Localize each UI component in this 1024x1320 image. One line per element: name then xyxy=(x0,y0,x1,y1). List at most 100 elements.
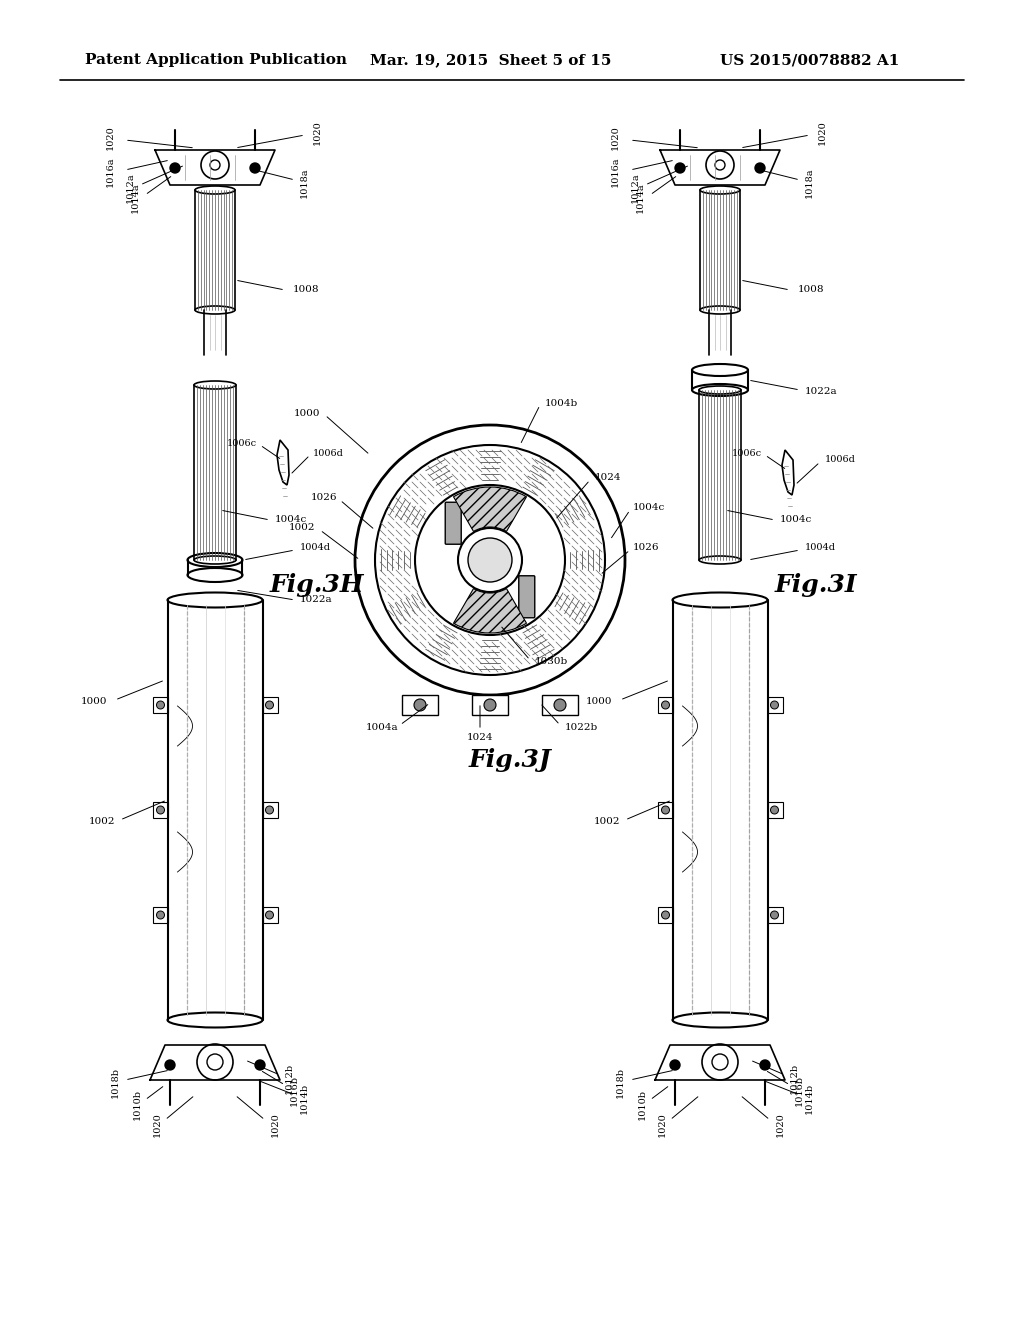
Circle shape xyxy=(265,701,273,709)
Circle shape xyxy=(157,701,165,709)
Text: 1020: 1020 xyxy=(818,120,827,145)
Circle shape xyxy=(484,700,496,711)
Text: 1020: 1020 xyxy=(106,125,115,150)
Text: 1008: 1008 xyxy=(798,285,824,294)
Circle shape xyxy=(770,807,778,814)
Bar xyxy=(768,803,782,818)
Text: 1022a: 1022a xyxy=(300,595,333,605)
Text: 1020: 1020 xyxy=(313,120,322,145)
Circle shape xyxy=(458,528,522,591)
Bar xyxy=(153,907,168,923)
Bar xyxy=(472,696,508,715)
Bar xyxy=(657,697,673,713)
Text: 1004c: 1004c xyxy=(780,516,812,524)
Text: 1022a: 1022a xyxy=(805,388,838,396)
Text: 1024: 1024 xyxy=(595,474,622,483)
Circle shape xyxy=(662,701,670,709)
Text: 1020: 1020 xyxy=(611,125,620,150)
Circle shape xyxy=(468,539,512,582)
Circle shape xyxy=(760,1060,770,1071)
Text: 1018b: 1018b xyxy=(111,1068,120,1098)
Text: 1016a: 1016a xyxy=(611,157,620,187)
Text: 1014b: 1014b xyxy=(805,1082,814,1114)
Text: 1020: 1020 xyxy=(776,1113,785,1138)
Circle shape xyxy=(755,162,765,173)
Text: 1006c: 1006c xyxy=(732,449,762,458)
Wedge shape xyxy=(454,589,526,634)
Text: 1004a: 1004a xyxy=(366,722,398,731)
Circle shape xyxy=(670,1060,680,1071)
Text: 1004c: 1004c xyxy=(275,516,307,524)
Text: 1000: 1000 xyxy=(81,697,106,706)
Text: 1002: 1002 xyxy=(594,817,620,826)
Bar xyxy=(768,907,782,923)
Circle shape xyxy=(662,911,670,919)
Text: Fig.3I: Fig.3I xyxy=(775,573,858,597)
Text: 1018b: 1018b xyxy=(616,1068,625,1098)
Text: 1020: 1020 xyxy=(271,1113,280,1138)
Circle shape xyxy=(250,162,260,173)
Bar xyxy=(153,803,168,818)
Text: 1010b: 1010b xyxy=(638,1089,647,1121)
Text: 1012b: 1012b xyxy=(285,1063,294,1093)
Text: 1024: 1024 xyxy=(467,733,494,742)
Circle shape xyxy=(414,700,426,711)
Text: 1018a: 1018a xyxy=(805,168,814,198)
Text: 1000: 1000 xyxy=(294,408,319,417)
Wedge shape xyxy=(454,487,526,532)
Text: 1016b: 1016b xyxy=(290,1074,299,1106)
Bar xyxy=(542,696,578,715)
Text: US 2015/0078882 A1: US 2015/0078882 A1 xyxy=(720,53,899,67)
FancyBboxPatch shape xyxy=(519,576,535,618)
Text: 1008: 1008 xyxy=(293,285,319,294)
Text: 1026: 1026 xyxy=(633,544,659,553)
Text: 1014b: 1014b xyxy=(300,1082,309,1114)
Text: 1030b: 1030b xyxy=(535,657,568,667)
Text: 1010b: 1010b xyxy=(133,1089,142,1121)
Text: 1014a: 1014a xyxy=(131,182,140,214)
Text: Patent Application Publication: Patent Application Publication xyxy=(85,53,347,67)
FancyBboxPatch shape xyxy=(445,502,461,544)
Circle shape xyxy=(770,701,778,709)
Text: 1002: 1002 xyxy=(88,817,115,826)
Bar xyxy=(153,697,168,713)
Circle shape xyxy=(265,911,273,919)
Circle shape xyxy=(675,162,685,173)
Text: 1004c: 1004c xyxy=(633,503,666,512)
Text: 1016b: 1016b xyxy=(795,1074,804,1106)
Bar xyxy=(657,803,673,818)
Bar xyxy=(768,697,782,713)
Text: 1012a: 1012a xyxy=(126,173,135,203)
Circle shape xyxy=(255,1060,265,1071)
Text: Fig.3J: Fig.3J xyxy=(469,748,551,772)
Bar xyxy=(262,697,278,713)
Circle shape xyxy=(662,807,670,814)
Text: 1006c: 1006c xyxy=(227,438,257,447)
Text: 1002: 1002 xyxy=(289,524,315,532)
Text: 1016a: 1016a xyxy=(106,157,115,187)
Bar xyxy=(262,907,278,923)
Circle shape xyxy=(265,807,273,814)
Text: 1004d: 1004d xyxy=(300,544,331,553)
Circle shape xyxy=(415,484,565,635)
Text: 1006d: 1006d xyxy=(825,455,856,465)
Text: 1020: 1020 xyxy=(658,1113,667,1138)
Circle shape xyxy=(554,700,566,711)
Bar xyxy=(402,696,438,715)
Text: 1020: 1020 xyxy=(153,1113,162,1138)
Text: Fig.3H: Fig.3H xyxy=(270,573,365,597)
Text: 1026: 1026 xyxy=(310,494,337,503)
Text: 1006d: 1006d xyxy=(313,449,344,458)
Text: 1014a: 1014a xyxy=(636,182,645,214)
Text: 1012a: 1012a xyxy=(631,173,640,203)
Text: 1022b: 1022b xyxy=(565,722,598,731)
Text: 1004d: 1004d xyxy=(805,544,836,553)
Text: 1000: 1000 xyxy=(586,697,612,706)
Circle shape xyxy=(165,1060,175,1071)
Circle shape xyxy=(170,162,180,173)
Circle shape xyxy=(770,911,778,919)
Circle shape xyxy=(157,911,165,919)
Circle shape xyxy=(375,445,605,675)
Text: 1018a: 1018a xyxy=(300,168,309,198)
Bar xyxy=(657,907,673,923)
